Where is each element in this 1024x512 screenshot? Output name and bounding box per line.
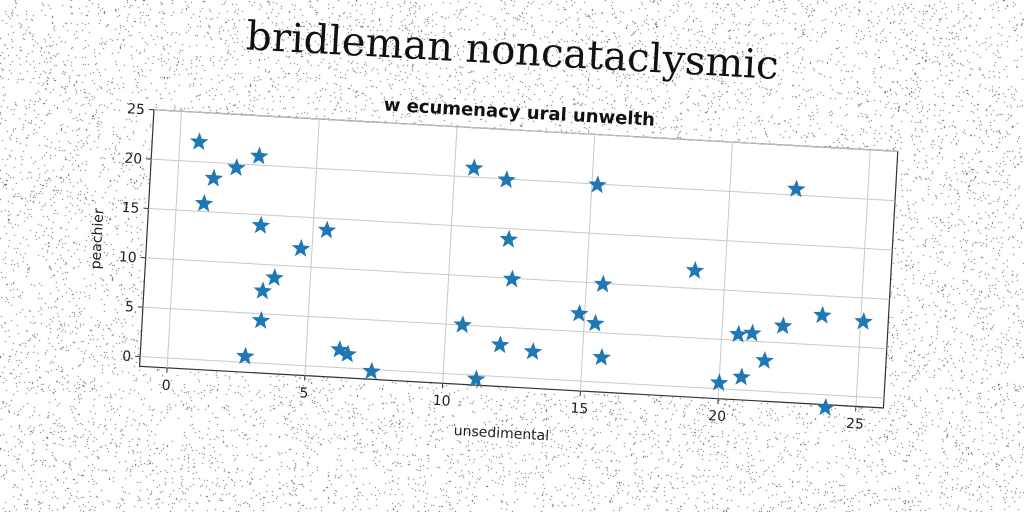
y-tick-label: 0 [122,348,132,364]
x-axis-label: unsedimental [453,423,549,444]
x-tick-label: 20 [708,408,727,425]
x-tick-label: 15 [570,400,589,417]
x-tick-label: 0 [161,378,171,394]
y-tick-label: 25 [127,101,146,118]
y-tick-label: 15 [121,200,140,217]
y-tick-label: 20 [124,151,143,168]
y-tick-label: 5 [125,299,135,315]
y-tick-label: 10 [118,249,137,266]
x-tick-label: 10 [432,393,451,410]
x-tick-label: 5 [299,385,309,401]
y-axis-label: peachier [88,208,107,270]
x-tick-label: 25 [846,416,865,433]
